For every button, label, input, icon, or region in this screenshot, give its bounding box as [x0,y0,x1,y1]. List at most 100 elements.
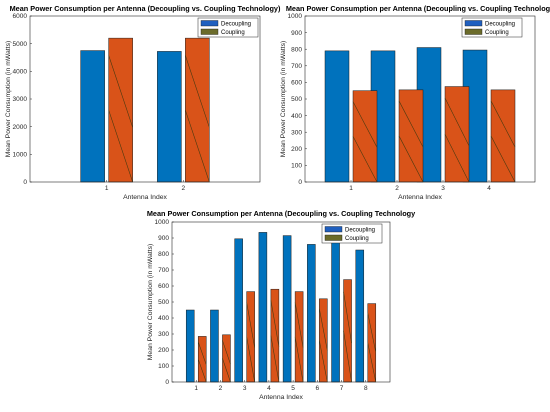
bar-hatch-line [197,341,207,365]
bar-hatch-line [444,97,470,146]
chart-title: Mean Power Consumption per Antenna (Deco… [286,4,550,13]
x-tick-label: 4 [267,385,271,392]
bar-hatch-line [319,340,328,383]
chart-panel-1: Mean Power Consumption per Antenna (Deco… [5,4,281,201]
bar-hatch-line [108,55,133,128]
bar-decoupling-3 [234,238,243,383]
y-tick-label: 0 [165,379,169,386]
y-tick-label: 0 [298,179,302,186]
y-tick-label: 3000 [13,96,28,103]
bar-coupling-1 [352,90,378,183]
x-axis-label: Antenna Index [398,194,442,201]
y-tick-label: 400 [158,315,169,322]
y-tick-label: 5000 [13,41,28,48]
legend-label: Decoupling [221,22,251,28]
x-axis-label: Antenna Index [259,394,303,401]
bar-decoupling-7 [331,225,340,383]
x-tick-label: 1 [349,185,353,192]
bar-hatch-line [398,135,424,183]
legend-swatch-decoupling [324,226,343,233]
y-tick-label: 100 [291,163,302,170]
bar-hatch-line [185,55,210,128]
bar-decoupling-2 [210,309,219,383]
legend-label: Coupling [345,236,369,242]
bar-hatch-line [294,336,304,383]
legend-label: Coupling [221,30,245,36]
bar-coupling-2 [222,334,231,383]
y-tick-label: 4000 [13,69,28,76]
bar-coupling-1 [197,336,207,383]
x-tick-label: 2 [182,185,186,192]
bar-coupling-8 [367,303,377,383]
bar-hatch-line [246,302,255,348]
y-tick-label: 800 [291,46,302,53]
axes-box [29,15,261,183]
bar-coupling-3 [246,291,255,383]
y-tick-label: 300 [158,331,169,338]
x-tick-label: 2 [395,185,399,192]
bar-hatch-line [222,358,231,383]
x-tick-label: 1 [194,385,198,392]
bar-coupling-4 [490,89,516,183]
bar-hatch-line [398,100,424,148]
y-tick-label: 600 [291,80,302,87]
bar-decoupling-1 [324,50,350,183]
x-tick-label: 7 [340,385,344,392]
bar-hatch-line [490,100,516,148]
y-tick-label: 900 [158,235,169,242]
bar-coupling-3 [444,86,470,183]
x-tick-label: 5 [291,385,295,392]
legend-swatch-decoupling [464,20,483,27]
bar-hatch-line [319,308,328,351]
x-tick-label: 3 [441,185,445,192]
x-tick-label: 8 [364,385,368,392]
bar-coupling-2 [398,89,424,183]
bar-hatch-line [352,101,378,148]
bar-decoupling-6 [307,244,316,383]
legend-swatch-coupling [464,28,483,35]
x-tick-label: 2 [219,385,223,392]
y-tick-label: 400 [291,113,302,120]
bar-hatch-line [270,335,280,383]
bar-hatch-line [343,291,352,344]
bar-hatch-line [270,300,280,347]
y-tick-label: 900 [291,30,302,37]
legend-label: Decoupling [485,22,515,28]
legend: Decoupling Coupling [321,223,383,244]
y-tick-label: 500 [291,96,302,103]
y-tick-label: 700 [158,267,169,274]
bar-coupling-1 [108,37,133,183]
bar-hatch-line [294,302,304,348]
bar-hatch-line [490,135,516,183]
x-tick-label: 3 [243,385,247,392]
y-axis-label: Mean Power Consumption (in mWatts) [280,41,287,157]
x-tick-label: 1 [105,185,109,192]
bar-hatch-line [444,134,470,183]
y-tick-label: 300 [291,129,302,136]
bar-decoupling-1 [80,50,105,183]
y-tick-label: 500 [158,299,169,306]
bar-decoupling-5 [282,235,292,383]
chart-panel-3: Mean Power Consumption per Antenna (Deco… [147,209,416,401]
chart-panel-2: Mean Power Consumption per Antenna (Deco… [280,4,550,201]
bar-hatch-line [197,359,207,383]
y-tick-label: 2000 [13,124,28,131]
y-tick-label: 1000 [155,219,170,226]
bar-hatch-line [185,109,210,183]
bar-coupling-7 [343,279,352,383]
legend-swatch-coupling [324,234,343,241]
bar-coupling-2 [185,37,210,183]
legend-label: Decoupling [345,228,375,234]
bar-decoupling-8 [355,249,365,383]
bar-coupling-5 [294,291,304,383]
bar-coupling-4 [270,288,280,383]
bar-hatch-line [222,340,231,365]
bar-decoupling-1 [185,309,195,383]
chart-title: Mean Power Consumption per Antenna (Deco… [10,4,281,13]
x-tick-label: 4 [487,185,491,192]
bar-decoupling-2 [157,51,182,183]
bar-hatch-line [367,312,377,353]
bar-hatch-line [246,336,255,383]
y-tick-label: 1000 [13,152,28,159]
